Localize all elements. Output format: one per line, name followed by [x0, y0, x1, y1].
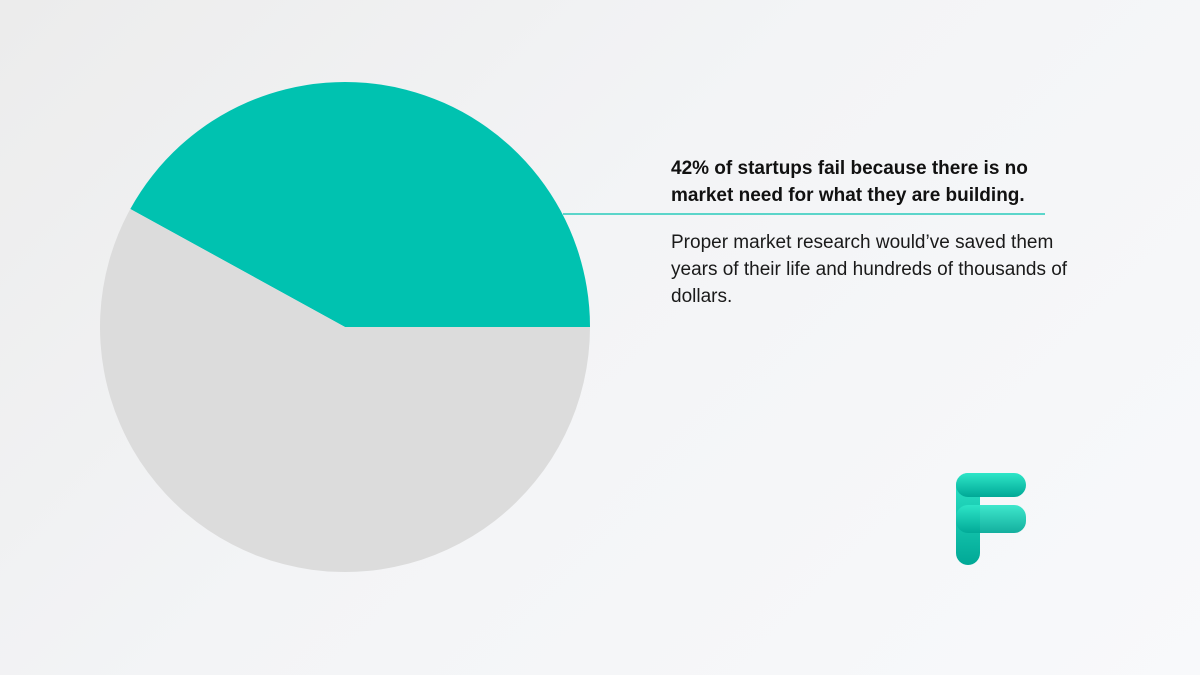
pie-slice-0 — [130, 82, 590, 328]
logo-top-bar — [956, 473, 1026, 497]
pie-slice-1 — [99, 208, 590, 573]
annotation-headline: 42% of startups fail because there is no… — [671, 158, 1028, 206]
logo-mid-bar — [956, 505, 1026, 533]
pie-slices — [99, 82, 590, 573]
f-logo-icon — [956, 473, 1026, 565]
annotation-body: Proper market research would’ve saved th… — [671, 232, 1068, 307]
